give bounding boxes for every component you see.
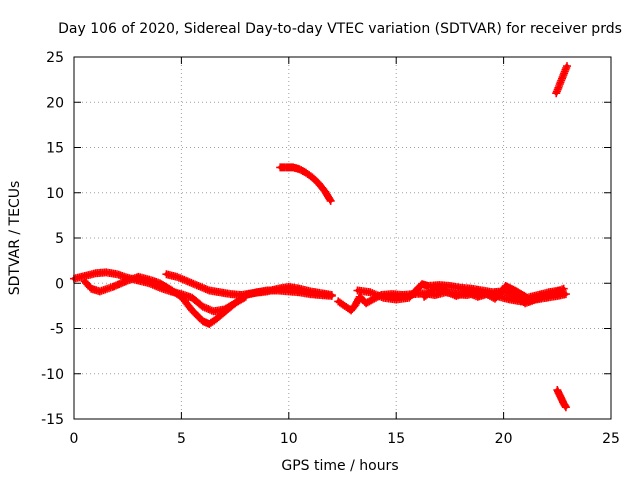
y-tick-label: 25: [46, 50, 64, 66]
chart-title: Day 106 of 2020, Sidereal Day-to-day VTE…: [58, 21, 622, 37]
x-tick-label: 10: [280, 431, 298, 447]
series-markers: [162, 270, 336, 299]
y-tick-label: -5: [50, 322, 64, 338]
y-tick-label: 5: [55, 231, 64, 247]
grid-lines: [74, 57, 611, 419]
x-axis-label: GPS time / hours: [281, 458, 398, 474]
series-markers: [353, 280, 570, 308]
series-markers: [276, 163, 335, 205]
y-tick-label: 20: [46, 95, 64, 111]
y-tick-label: 0: [55, 276, 64, 292]
x-tick-label: 0: [70, 431, 79, 447]
x-tick-label: 15: [387, 431, 405, 447]
series-markers: [553, 386, 570, 412]
y-tick-label: 15: [46, 141, 64, 157]
data-series: [70, 62, 571, 412]
series-track-f: [353, 280, 570, 308]
tick-labels: 0 5 10 15 20 25 -15 -10 -5 0 5 10 15 20 25: [41, 50, 620, 447]
x-tick-label: 25: [602, 431, 620, 447]
series-track-i: [553, 386, 570, 412]
y-tick-label: 10: [46, 186, 64, 202]
series-markers: [552, 62, 571, 98]
y-axis-label: SDTVAR / TECUs: [7, 181, 23, 296]
series-markers: [80, 272, 250, 328]
y-tick-label: -15: [41, 412, 64, 428]
plot-frame: [73, 56, 612, 420]
series-track-g: [420, 282, 564, 303]
series-track-h: [552, 62, 571, 98]
x-tick-label: 5: [177, 431, 186, 447]
y-tick-label: -10: [41, 367, 64, 383]
series-track-c: [162, 270, 336, 299]
x-tick-label: 20: [495, 431, 513, 447]
series-markers: [420, 282, 564, 303]
series-track-b: [80, 272, 250, 328]
series-track-d: [276, 163, 335, 205]
